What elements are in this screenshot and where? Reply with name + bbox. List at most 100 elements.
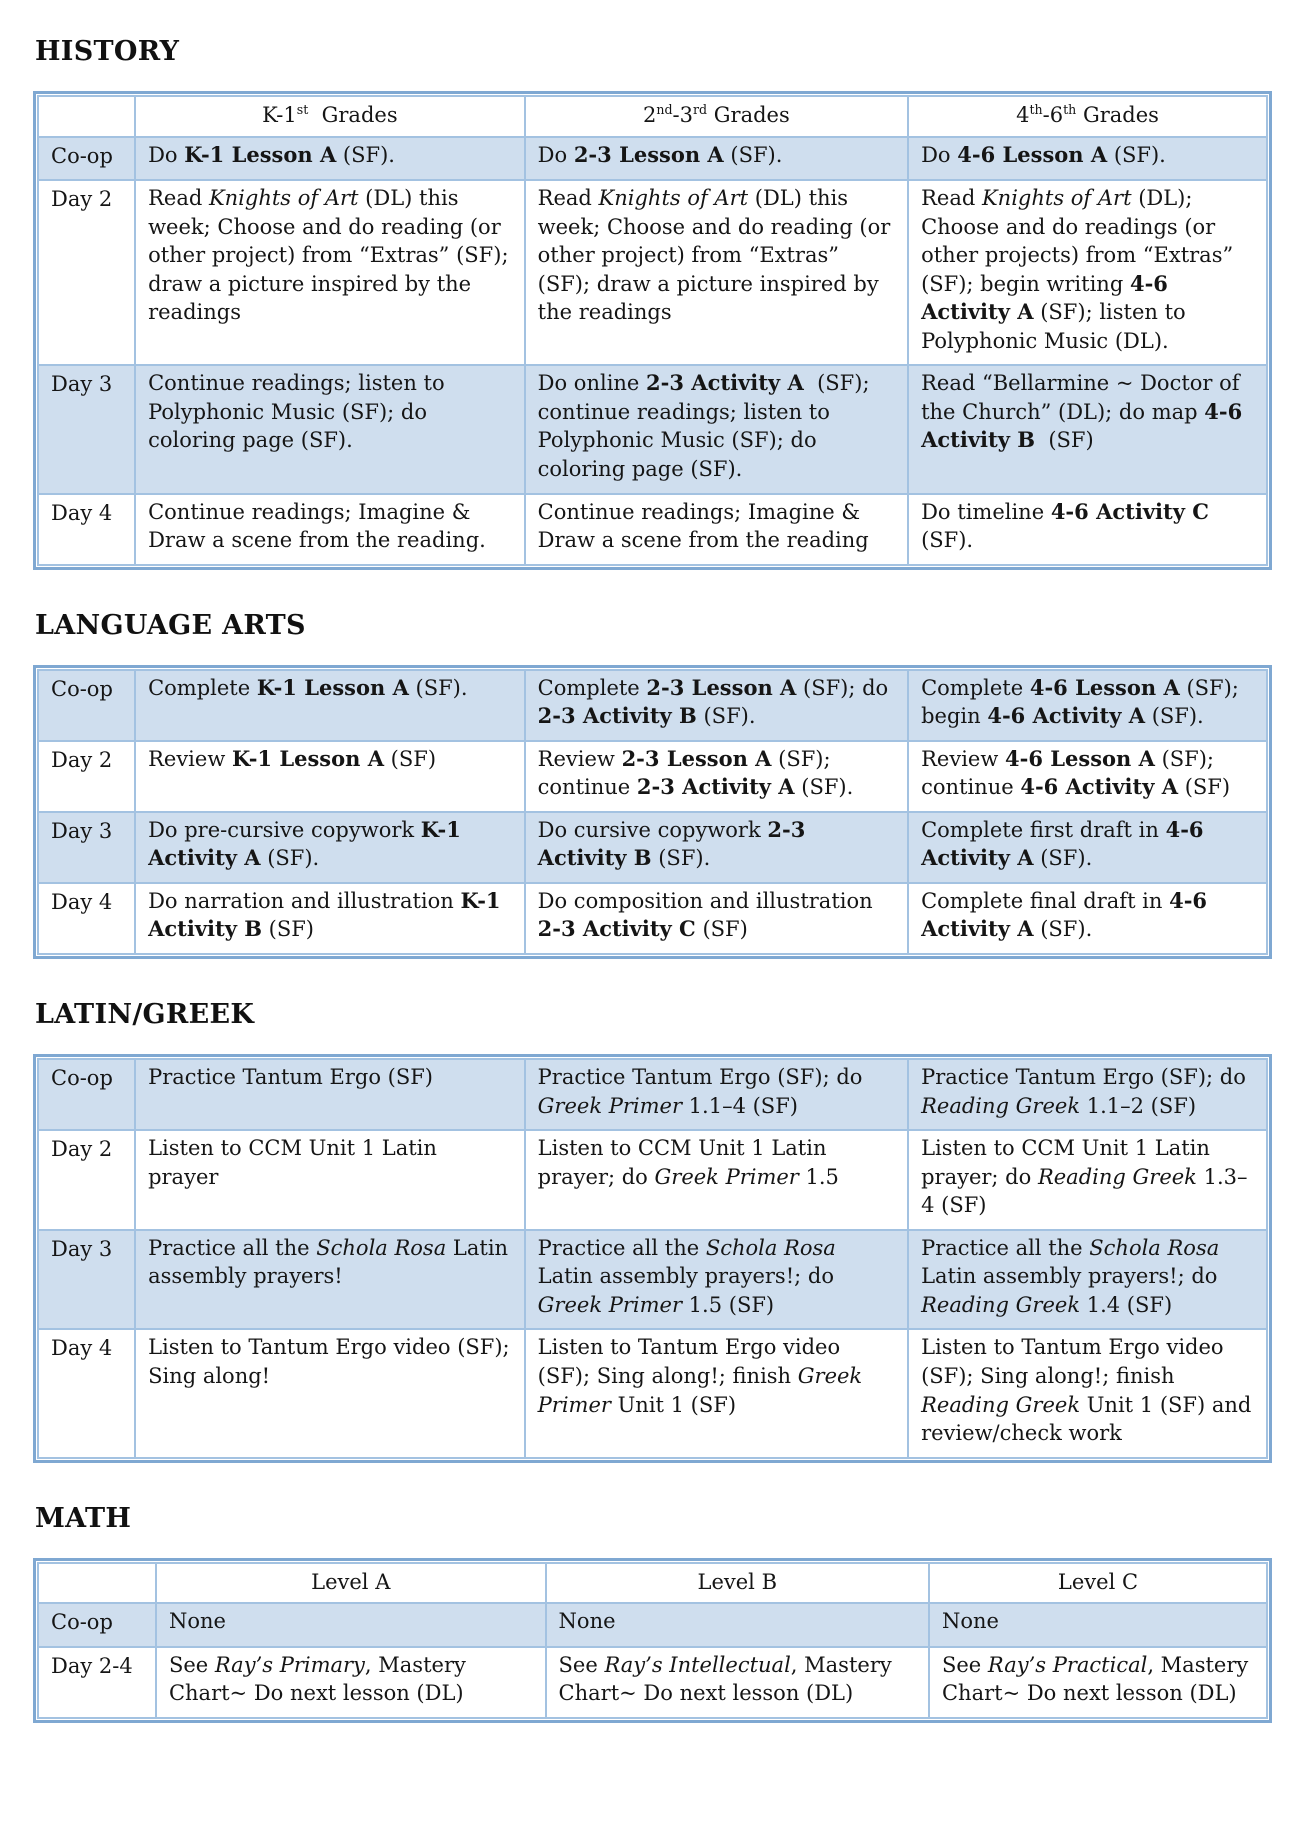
- schedule-cell: Practice Tantum Ergo (SF); do Greek Prim…: [523, 1058, 910, 1132]
- text-segment: Practice Tantum Ergo (SF): [148, 1065, 433, 1090]
- text-segment: (SF): [384, 746, 437, 771]
- schedule-cell: Do composition and illustration 2-3 Acti…: [523, 881, 910, 956]
- text-segment: Grades: [308, 103, 398, 127]
- text-segment: th: [1029, 102, 1043, 117]
- text-segment: Level C: [1057, 1569, 1139, 1594]
- table-row-day-2: Day 2 Listen to CCM Unit 1 Latin prayer Li…: [36, 1129, 1268, 1231]
- schedule-cell: Continue readings; listen to Polyphonic …: [134, 364, 526, 495]
- text-segment: 4-6 Activity A: [921, 270, 1168, 325]
- text-segment: (SF): [695, 917, 748, 942]
- table-row-day-3: Day 3 Continue readings; listen to Polyph…: [36, 364, 1268, 495]
- text-segment: (SF).: [1033, 917, 1093, 942]
- text-segment: 1.4 (SF): [1080, 1292, 1173, 1317]
- schedule-cell: Do timeline 4-6 Activity C (SF).: [907, 492, 1268, 566]
- schedule-cell: Do pre-cursive copywork K-1 Activity A (…: [134, 810, 526, 884]
- text-segment: Complete: [921, 675, 1030, 700]
- text-segment: Listen to Tantum Ergo video (SF); Sing a…: [921, 1335, 1224, 1388]
- text-segment: Knights of Art: [208, 186, 359, 211]
- text-segment: K-1 Lesson A: [184, 141, 337, 167]
- text-segment: (SF).: [1145, 704, 1204, 729]
- table-row-co-op: Co-op None None None: [37, 1602, 1269, 1648]
- text-segment: Do: [537, 142, 574, 167]
- text-segment: Complete: [537, 675, 647, 700]
- schedule-cell: None: [927, 1602, 1269, 1648]
- schedule-cell: Read Knights of Art (DL) this week; Choo…: [134, 179, 526, 367]
- text-segment: Read: [537, 186, 599, 211]
- text-segment: 4-6 Activity A: [921, 887, 1208, 942]
- table-row-day-2-4: Day 2-4 See Ray’s Primary, Mastery Chart~…: [37, 1645, 1269, 1719]
- text-segment: See: [941, 1652, 988, 1677]
- text-segment: Listen to CCM Unit 1 Latin prayer: [148, 1136, 437, 1189]
- text-segment: Read: [921, 186, 982, 211]
- column-header: Level C: [927, 1561, 1269, 1605]
- section-title-language-arts: LANGUAGE ARTS: [35, 609, 306, 641]
- text-segment: (SF); continue: [921, 746, 1214, 800]
- schedule-cell: Listen to CCM Unit 1 Latin prayer; do Re…: [907, 1129, 1268, 1231]
- schedule-table-history: K-1st Grades 2nd-3rd Grades 4th-6th Grades…: [36, 95, 1268, 566]
- text-segment: 2-3 Activity C: [537, 916, 696, 942]
- table-latin-greek: Co-op Practice Tantum Ergo (SF) Practice T…: [33, 1054, 1272, 1463]
- section-title-latin-greek: LATIN/GREEK: [35, 999, 255, 1031]
- row-label: Day 3: [36, 364, 137, 495]
- text-segment: Listen to Tantum Ergo video (SF); Sing a…: [537, 1335, 841, 1388]
- schedule-cell: Listen to CCM Unit 1 Latin prayer; do Gr…: [523, 1129, 910, 1231]
- column-header-row: Level A Level B Level C: [37, 1561, 1269, 1605]
- text-segment: Do cursive copywork: [537, 817, 768, 842]
- text-segment: Ray’s Primary: [214, 1652, 365, 1677]
- schedule-cell: Do 4-6 Lesson A (SF).: [907, 135, 1268, 182]
- row-label: Day 4: [36, 492, 137, 566]
- text-segment: 1.5 (SF): [682, 1292, 775, 1317]
- text-segment: Do: [921, 142, 958, 167]
- text-segment: Level A: [311, 1569, 391, 1594]
- text-segment: Reading Greek: [921, 1392, 1081, 1417]
- text-segment: Greek Primer: [537, 1363, 863, 1417]
- text-segment: Review: [148, 746, 232, 771]
- text-segment: Complete: [148, 675, 257, 700]
- text-segment: Review: [921, 746, 1005, 771]
- text-segment: 2-3 Activity A: [636, 774, 795, 800]
- text-segment: 2: [642, 103, 657, 127]
- row-label: Day 3: [36, 1228, 137, 1331]
- text-segment: Practice all the: [148, 1235, 317, 1260]
- text-segment: Continue readings; Imagine & Draw a scen…: [148, 499, 486, 553]
- text-segment: rd: [693, 102, 708, 117]
- text-segment: 4-6 Activity A: [1020, 774, 1179, 800]
- text-segment: 2-3 Activity B: [537, 816, 806, 871]
- text-segment: K-1 Lesson A: [256, 674, 409, 700]
- text-segment: Knights of Art: [598, 186, 749, 211]
- text-segment: Ray’s Practical: [987, 1652, 1148, 1677]
- text-segment: Do online: [537, 371, 647, 396]
- text-segment: 2-3 Lesson A: [573, 141, 724, 167]
- text-segment: Do timeline: [921, 499, 1051, 524]
- schedule-cell: Listen to Tantum Ergo video (SF); Sing a…: [907, 1328, 1268, 1459]
- schedule-cell: Listen to Tantum Ergo video (SF); Sing a…: [523, 1328, 910, 1459]
- schedule-cell: Complete 4-6 Lesson A (SF); begin 4-6 Ac…: [907, 668, 1268, 742]
- table-row-day-4: Day 4 Do narration and illustration K-1 A…: [36, 881, 1268, 956]
- text-segment: Complete final draft in: [921, 888, 1170, 913]
- schedule-cell: Read Knights of Art (DL) this week; Choo…: [523, 179, 910, 367]
- table-row-co-op: Co-op Complete K-1 Lesson A (SF). Complete…: [36, 668, 1268, 742]
- schedule-cell: Continue readings; Imagine & Draw a scen…: [523, 492, 910, 566]
- schedule-cell: None: [154, 1602, 547, 1648]
- text-segment: Practice all the: [921, 1235, 1090, 1260]
- text-segment: 4-6 Activity A: [987, 703, 1146, 729]
- text-segment: Do narration and illustration: [148, 888, 461, 913]
- text-segment: Complete first draft in: [921, 817, 1166, 842]
- text-segment: 1.1–4 (SF): [682, 1093, 798, 1118]
- text-segment: (SF).: [1033, 846, 1093, 871]
- text-segment: 1.3–4 (SF): [921, 1164, 1248, 1218]
- schedule-table-language-arts: Co-op Complete K-1 Lesson A (SF). Complete…: [36, 668, 1268, 956]
- text-segment: Continue readings; Imagine & Draw a scen…: [537, 499, 869, 553]
- text-segment: 4-6 Activity A: [921, 816, 1204, 871]
- text-segment: nd: [656, 102, 673, 117]
- schedule-cell: Continue readings; Imagine & Draw a scen…: [134, 492, 526, 566]
- text-segment: K-1: [262, 103, 297, 127]
- text-segment: 1.5: [798, 1164, 839, 1189]
- table-history: K-1st Grades 2nd-3rd Grades 4th-6th Grades…: [33, 91, 1272, 570]
- text-segment: K-1 Activity A: [148, 816, 461, 871]
- text-segment: (SF).: [921, 528, 974, 553]
- text-segment: (SF): [1035, 428, 1094, 453]
- text-segment: Reading Greek: [921, 1093, 1081, 1118]
- text-segment: 2-3 Activity A: [646, 370, 804, 396]
